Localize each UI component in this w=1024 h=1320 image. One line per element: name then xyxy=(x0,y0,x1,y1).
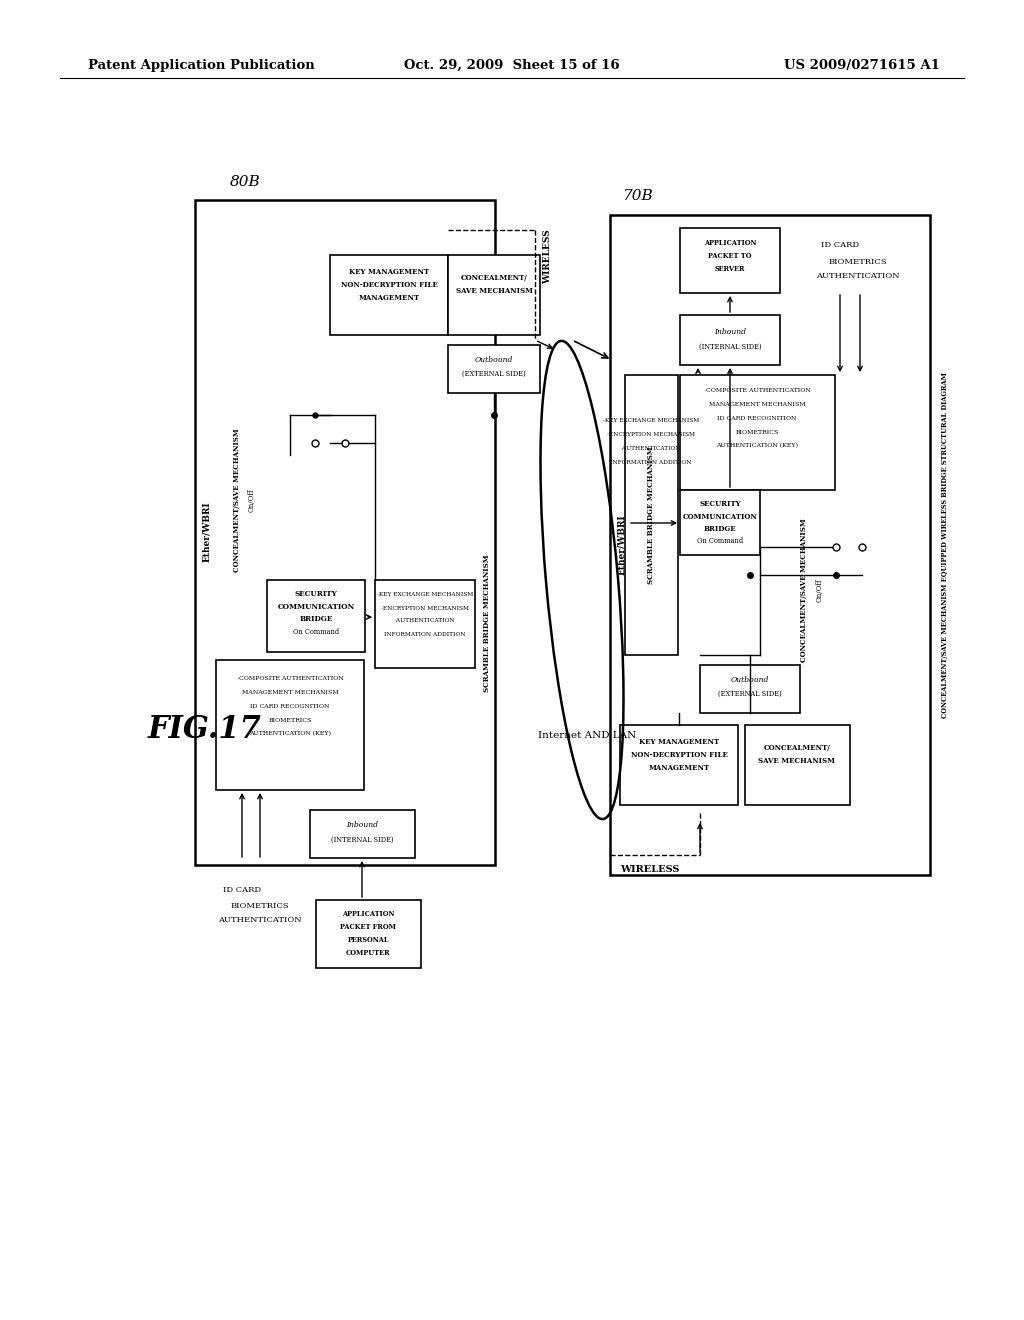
Text: SAVE MECHANISM: SAVE MECHANISM xyxy=(759,756,836,766)
Text: CONCEALMENT/: CONCEALMENT/ xyxy=(461,275,527,282)
Text: CONCEALMENT/SAVE MECHANISM: CONCEALMENT/SAVE MECHANISM xyxy=(800,519,808,661)
Text: BIOMETRICS: BIOMETRICS xyxy=(735,429,778,434)
Text: AUTHENTICATION: AUTHENTICATION xyxy=(816,272,900,280)
Text: KEY MANAGEMENT: KEY MANAGEMENT xyxy=(639,738,719,746)
Text: (EXTERNAL SIDE): (EXTERNAL SIDE) xyxy=(718,690,782,698)
Text: BIOMETRICS: BIOMETRICS xyxy=(268,718,311,722)
Bar xyxy=(195,201,495,865)
Text: BRIDGE: BRIDGE xyxy=(703,525,736,533)
Bar xyxy=(449,255,540,335)
Text: Ether/WBRI: Ether/WBRI xyxy=(617,515,627,576)
Text: CONCEALMENT/SAVE MECHANISM EQUIPPED WIRELESS BRIDGE STRUCTURAL DIAGRAM: CONCEALMENT/SAVE MECHANISM EQUIPPED WIRE… xyxy=(941,372,949,718)
Text: ·COMPOSITE AUTHENTICATION: ·COMPOSITE AUTHENTICATION xyxy=(237,676,343,681)
Text: PACKET TO: PACKET TO xyxy=(709,252,752,260)
Text: ·ENCRYPTION MECHANISM: ·ENCRYPTION MECHANISM xyxy=(381,606,469,610)
Text: US 2009/0271615 A1: US 2009/0271615 A1 xyxy=(784,58,940,71)
Text: On/Off: On/Off xyxy=(248,488,256,512)
Text: MANAGEMENT: MANAGEMENT xyxy=(358,294,420,302)
Bar xyxy=(680,315,780,366)
Text: APPLICATION: APPLICATION xyxy=(342,909,394,917)
Text: 70B: 70B xyxy=(622,189,652,203)
Text: WIRELESS: WIRELESS xyxy=(621,866,680,874)
Text: SAVE MECHANISM: SAVE MECHANISM xyxy=(456,286,532,294)
Text: AUTHENTICATION (KEY): AUTHENTICATION (KEY) xyxy=(716,444,798,449)
Text: Internet AND LAN: Internet AND LAN xyxy=(538,730,636,739)
Text: COMMUNICATION: COMMUNICATION xyxy=(278,603,354,611)
Bar xyxy=(216,660,364,789)
Text: BIOMETRICS: BIOMETRICS xyxy=(230,902,290,909)
Text: SECURITY: SECURITY xyxy=(295,590,338,598)
Text: PACKET FROM: PACKET FROM xyxy=(340,923,396,931)
Text: COMPUTER: COMPUTER xyxy=(346,949,390,957)
Bar xyxy=(316,900,421,968)
Text: AUTHENTICATION (KEY): AUTHENTICATION (KEY) xyxy=(249,731,331,737)
Text: AUTHENTICATION: AUTHENTICATION xyxy=(218,916,302,924)
Text: Outbound: Outbound xyxy=(731,676,769,684)
Bar xyxy=(680,375,835,490)
Text: ·COMPOSITE AUTHENTICATION: ·COMPOSITE AUTHENTICATION xyxy=(703,388,810,392)
Text: ·KEY EXCHANGE MECHANISM: ·KEY EXCHANGE MECHANISM xyxy=(377,593,473,598)
Text: NON-DECRYPTION FILE: NON-DECRYPTION FILE xyxy=(631,751,727,759)
Text: Inbound: Inbound xyxy=(714,327,746,337)
Text: APPLICATION: APPLICATION xyxy=(703,239,757,247)
Text: SECURITY: SECURITY xyxy=(699,500,740,508)
Bar xyxy=(449,345,540,393)
Text: KEY MANAGEMENT: KEY MANAGEMENT xyxy=(349,268,429,276)
Text: Ether/WBRI: Ether/WBRI xyxy=(203,502,212,562)
Bar xyxy=(375,579,475,668)
Text: On/Off: On/Off xyxy=(816,578,824,602)
Text: Outbound: Outbound xyxy=(475,356,513,364)
Text: MANAGEMENT MECHANISM: MANAGEMENT MECHANISM xyxy=(709,401,805,407)
Text: (INTERNAL SIDE): (INTERNAL SIDE) xyxy=(698,343,761,351)
Text: On Command: On Command xyxy=(293,628,339,636)
Text: MANAGEMENT: MANAGEMENT xyxy=(648,764,710,772)
Text: ·ENCRYPTION MECHANISM: ·ENCRYPTION MECHANISM xyxy=(607,432,695,437)
Text: On Command: On Command xyxy=(697,537,743,545)
Text: ID CARD RECOGNITION: ID CARD RECOGNITION xyxy=(718,416,797,421)
Bar xyxy=(680,228,780,293)
Text: NON-DECRYPTION FILE: NON-DECRYPTION FILE xyxy=(341,281,437,289)
Text: Patent Application Publication: Patent Application Publication xyxy=(88,58,314,71)
Text: SCRAMBLE BRIDGE MECHANISM: SCRAMBLE BRIDGE MECHANISM xyxy=(483,554,490,692)
Bar xyxy=(620,725,738,805)
Text: ID CARD: ID CARD xyxy=(223,886,261,894)
Text: SERVER: SERVER xyxy=(715,265,745,273)
Text: 80B: 80B xyxy=(230,176,261,189)
Bar xyxy=(330,255,449,335)
Text: ID CARD: ID CARD xyxy=(821,242,859,249)
Text: ·AUTHENTICATION: ·AUTHENTICATION xyxy=(621,446,681,450)
Text: BRIDGE: BRIDGE xyxy=(299,615,333,623)
Bar xyxy=(310,810,415,858)
Text: ID CARD RECOGNITION: ID CARD RECOGNITION xyxy=(250,704,330,709)
Text: ·AUTHENTICATION: ·AUTHENTICATION xyxy=(394,619,456,623)
Text: MANAGEMENT MECHANISM: MANAGEMENT MECHANISM xyxy=(242,689,338,694)
Bar xyxy=(625,375,678,655)
Text: CONCEALMENT/: CONCEALMENT/ xyxy=(764,744,830,752)
Bar xyxy=(680,490,760,554)
Text: Inbound: Inbound xyxy=(346,821,378,829)
Text: COMMUNICATION: COMMUNICATION xyxy=(683,513,758,521)
Text: FIG.17: FIG.17 xyxy=(148,714,262,746)
Text: Oct. 29, 2009  Sheet 15 of 16: Oct. 29, 2009 Sheet 15 of 16 xyxy=(404,58,620,71)
Text: ·KEY EXCHANGE MECHANISM: ·KEY EXCHANGE MECHANISM xyxy=(603,417,699,422)
Bar xyxy=(610,215,930,875)
Bar xyxy=(700,665,800,713)
Text: WIRELESS: WIRELESS xyxy=(544,230,553,284)
Text: INFORMATION ADDITION: INFORMATION ADDITION xyxy=(384,631,466,636)
Text: PERSONAL: PERSONAL xyxy=(347,936,389,944)
Bar xyxy=(267,579,365,652)
Text: (EXTERNAL SIDE): (EXTERNAL SIDE) xyxy=(462,370,526,378)
Text: CONCEALMENT/SAVE MECHANISM: CONCEALMENT/SAVE MECHANISM xyxy=(233,428,241,572)
Text: SCRAMBLE BRIDGE MECHANISM: SCRAMBLE BRIDGE MECHANISM xyxy=(647,446,655,583)
Bar xyxy=(745,725,850,805)
Text: INFORMATION ADDITION: INFORMATION ADDITION xyxy=(610,459,692,465)
Text: (INTERNAL SIDE): (INTERNAL SIDE) xyxy=(331,836,393,843)
Text: BIOMETRICS: BIOMETRICS xyxy=(828,257,888,267)
